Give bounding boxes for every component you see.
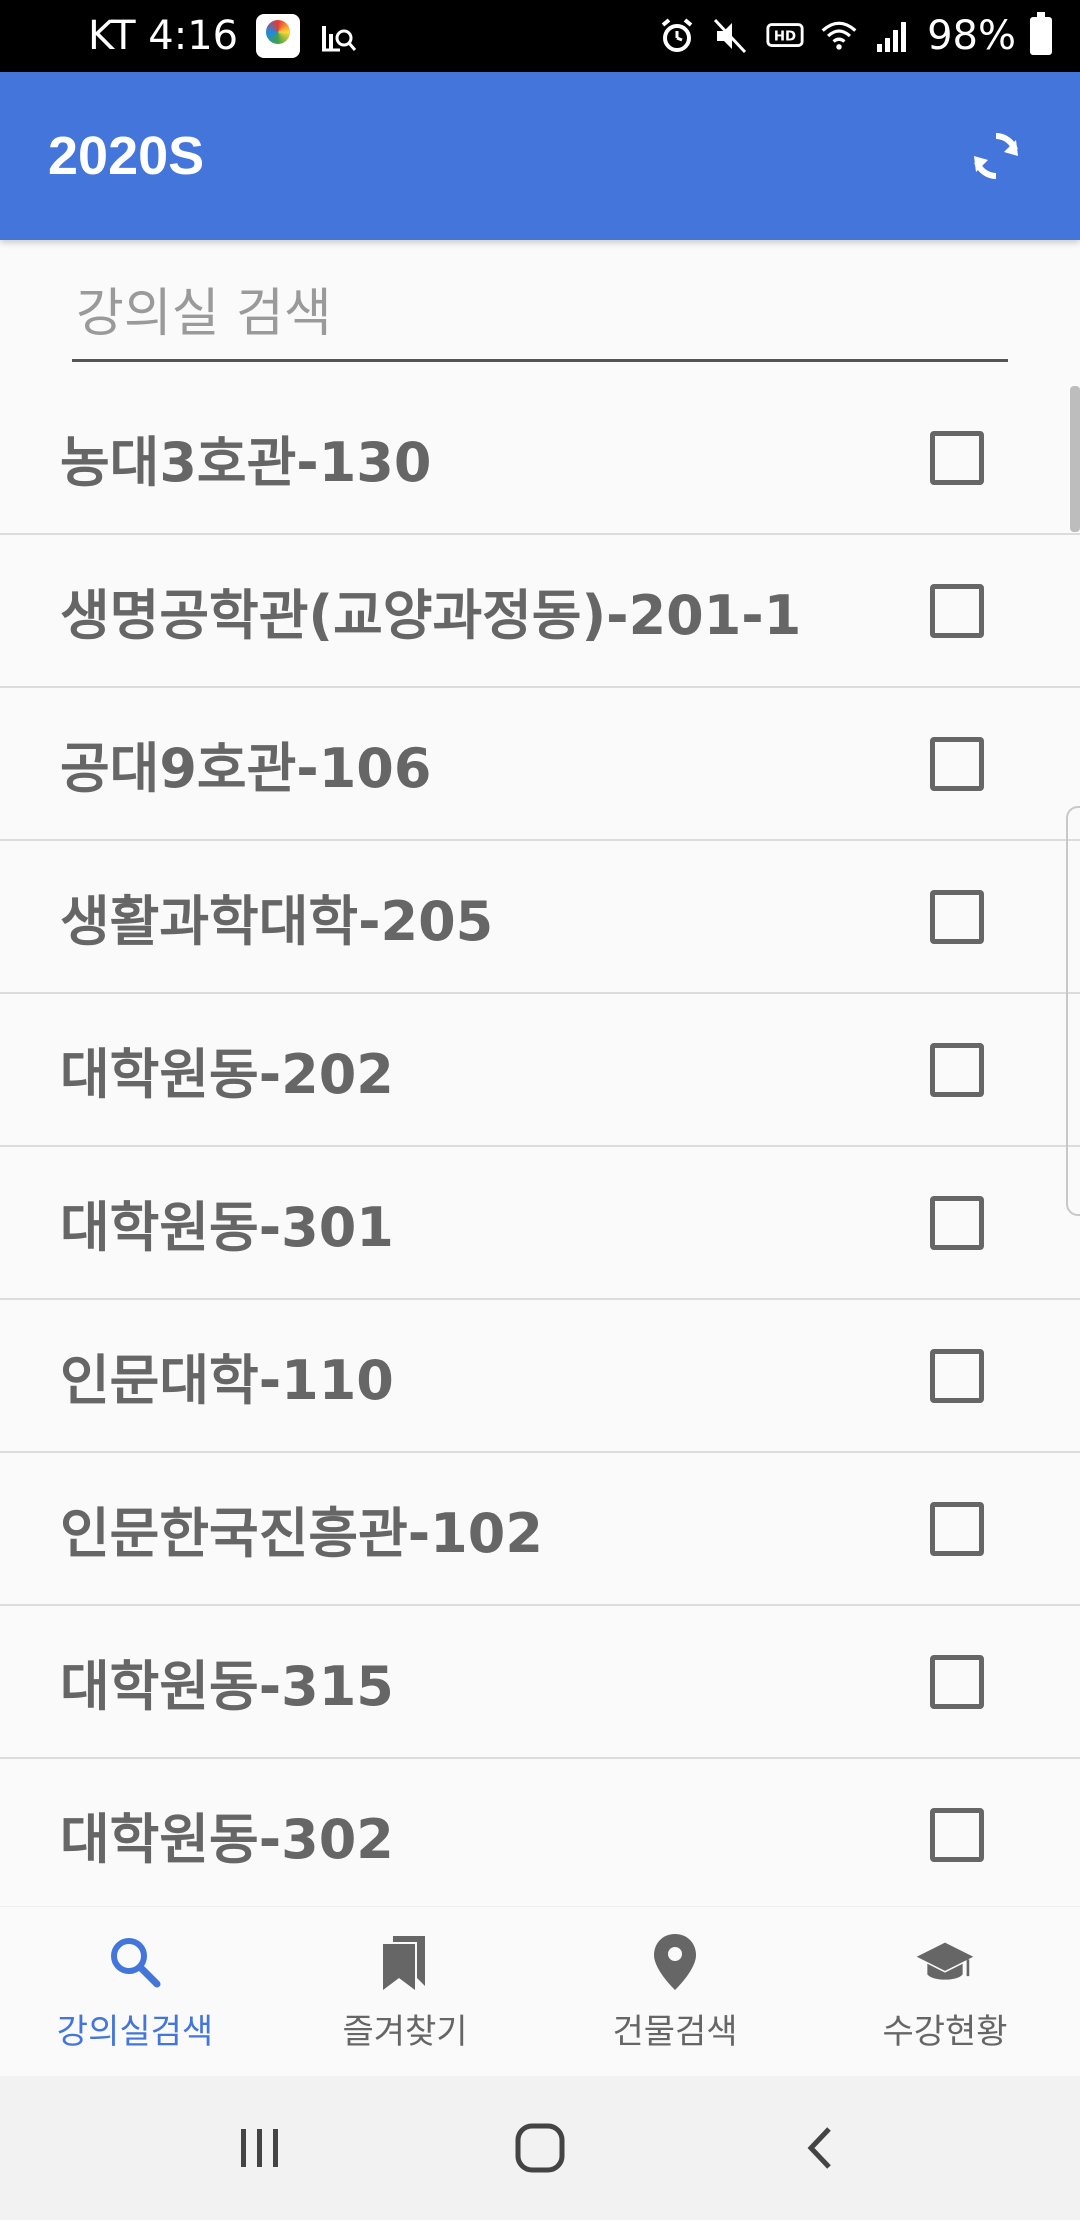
bottom-navigation: 강의실검색 즐겨찾기 건물검색 수강현황 [0, 1906, 1080, 2076]
room-label: 생명공학관(교양과정동)-201-1 [60, 584, 802, 647]
system-navigation-bar [0, 2076, 1080, 2220]
edge-panel-handle[interactable] [1066, 806, 1080, 1216]
refresh-button[interactable] [960, 120, 1032, 192]
room-label: 농대3호관-130 [60, 431, 432, 494]
nav-label: 강의실검색 [56, 2012, 214, 2052]
status-right: HD 98% [657, 12, 1052, 59]
room-row[interactable]: 공대9호관-106 [0, 688, 1080, 841]
home-icon [515, 2123, 565, 2173]
room-row[interactable]: 대학원동-301 [0, 1147, 1080, 1300]
home-button[interactable] [495, 2103, 585, 2193]
room-label: 대학원동-302 [60, 1808, 394, 1871]
list-scrollbar[interactable] [1070, 386, 1080, 532]
room-row[interactable]: 인문한국진흥관-102 [0, 1453, 1080, 1606]
room-label: 대학원동-202 [60, 1043, 394, 1106]
nav-room-search[interactable]: 강의실검색 [0, 1907, 270, 2076]
favorite-checkbox[interactable] [930, 583, 984, 638]
favorite-checkbox[interactable] [930, 1807, 984, 1862]
location-pin-icon [645, 1930, 705, 1994]
hd-voice-icon: HD [765, 16, 805, 56]
battery-icon [1030, 12, 1052, 55]
room-label: 공대9호관-106 [60, 737, 432, 800]
room-row[interactable]: 대학원동-202 [0, 994, 1080, 1147]
app-bar: 2020S [0, 72, 1080, 240]
favorite-checkbox[interactable] [930, 736, 984, 791]
search-icon [105, 1930, 165, 1994]
room-label: 인문한국진흥관-102 [60, 1502, 543, 1565]
favorite-checkbox[interactable] [930, 1501, 984, 1556]
favorite-checkbox[interactable] [930, 430, 984, 485]
favorite-checkbox[interactable] [930, 1348, 984, 1403]
chart-search-icon [318, 16, 358, 56]
room-label: 대학원동-315 [60, 1655, 394, 1718]
room-row[interactable]: 생활과학대학-205 [0, 841, 1080, 994]
recent-apps-button[interactable] [215, 2103, 305, 2193]
battery-percent: 98% [927, 13, 1016, 59]
refresh-icon [974, 133, 1018, 179]
back-icon [807, 2127, 831, 2169]
mute-icon [711, 16, 751, 56]
nav-label: 건물검색 [612, 2012, 738, 2052]
room-row[interactable]: 대학원동-315 [0, 1606, 1080, 1759]
room-row[interactable]: 농대3호관-130 [0, 382, 1080, 535]
nav-label: 즐겨찾기 [342, 2012, 468, 2052]
wifi-icon [819, 16, 859, 56]
app-title: 2020S [48, 126, 205, 186]
room-search-input[interactable] [72, 270, 1008, 358]
favorite-checkbox[interactable] [930, 1195, 984, 1250]
alarm-icon [657, 16, 697, 56]
favorite-checkbox[interactable] [930, 889, 984, 944]
back-button[interactable] [775, 2103, 865, 2193]
app-notification-icon [256, 14, 301, 58]
svg-text:HD: HD [774, 30, 796, 45]
nav-label: 수강현황 [882, 2012, 1008, 2052]
status-left: KT 4:16 [88, 13, 657, 59]
search-field-container [72, 270, 1008, 362]
room-label: 생활과학대학-205 [60, 890, 494, 953]
nav-building-search[interactable]: 건물검색 [540, 1907, 810, 2076]
bookmark-icon [375, 1930, 435, 1994]
room-row[interactable]: 인문대학-110 [0, 1300, 1080, 1453]
signal-icon [873, 16, 913, 56]
favorite-checkbox[interactable] [930, 1654, 984, 1709]
favorite-checkbox[interactable] [930, 1042, 984, 1097]
nav-favorites[interactable]: 즐겨찾기 [270, 1907, 540, 2076]
room-label: 인문대학-110 [60, 1349, 394, 1412]
status-bar: KT 4:16 HD 98% [0, 0, 1080, 72]
room-row[interactable]: 생명공학관(교양과정동)-201-1 [0, 535, 1080, 688]
room-list: 농대3호관-130 생명공학관(교양과정동)-201-1 공대9호관-106 생… [0, 382, 1080, 1906]
graduation-cap-icon [915, 1930, 975, 1994]
room-label: 대학원동-301 [60, 1196, 394, 1259]
nav-enrollment-status[interactable]: 수강현황 [810, 1907, 1080, 2076]
room-row[interactable]: 대학원동-302 [0, 1759, 1080, 1906]
carrier-time: KT 4:16 [88, 13, 239, 59]
recent-apps-icon [241, 2129, 278, 2167]
